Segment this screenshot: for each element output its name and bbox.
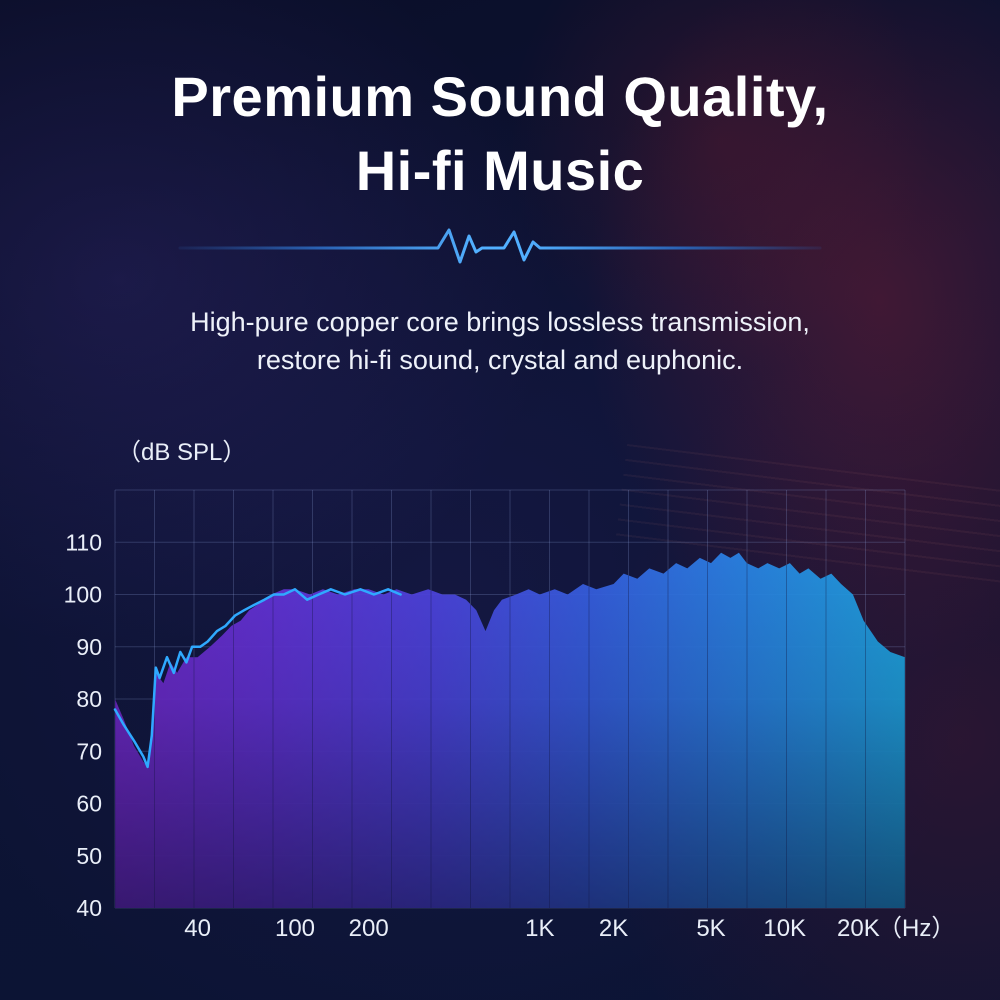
subtitle-line-2: restore hi-fi sound, crystal and euphoni… xyxy=(256,345,744,376)
y-tick-label: 80 xyxy=(76,686,102,712)
x-tick-label: 100 xyxy=(275,915,315,942)
pulse-waveform-icon xyxy=(178,228,822,264)
x-tick-label: 200 xyxy=(349,915,389,942)
y-tick-label: 40 xyxy=(76,895,102,921)
x-tick-label: 5K xyxy=(696,915,725,942)
axis-labels: 110 100 90 80 70 60 50 40 40 100 200 1K 2K 5K 10K 20K（H… xyxy=(64,439,956,942)
subtitle: High-pure copper core brings lossless tr… xyxy=(0,303,1000,380)
response-line xyxy=(113,588,402,769)
y-tick-label: 70 xyxy=(76,738,102,764)
subtitle-line-1: High-pure copper core brings lossless tr… xyxy=(190,307,810,337)
y-tick-label: 100 xyxy=(64,582,102,608)
x-tick-label: 1K xyxy=(525,915,554,942)
y-tick-label: 110 xyxy=(65,529,102,555)
x-tick-label: 20K xyxy=(837,915,880,942)
title-line-1: Premium Sound Quality, xyxy=(171,65,829,128)
waveform-divider xyxy=(178,228,822,264)
y-tick-label: 60 xyxy=(76,791,102,817)
y-tick-label: 90 xyxy=(76,634,102,660)
x-tick-label: 10K xyxy=(763,915,806,942)
x-axis-unit: （Hz） xyxy=(878,915,955,942)
x-tick-label: 40 xyxy=(184,915,211,942)
y-axis-title: （dB SPL） xyxy=(117,439,246,466)
y-tick-label: 50 xyxy=(76,843,102,869)
x-tick-label: 2K xyxy=(599,915,628,942)
page-title: Premium Sound Quality, Hi-fi Music xyxy=(0,60,1000,209)
title-line-2: Hi-fi Music xyxy=(355,139,645,203)
